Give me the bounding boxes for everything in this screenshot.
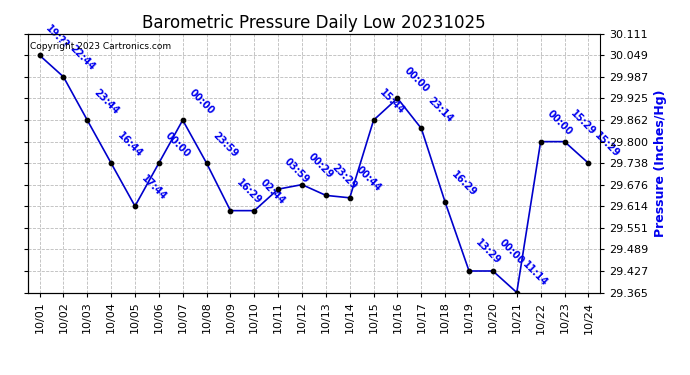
Point [225,208,236,214]
Text: Copyright 2023 Cartronics.com: Copyright 2023 Cartronics.com [30,42,172,51]
Point [487,268,498,274]
Point [273,186,284,192]
Point [130,203,141,209]
Point [106,160,117,166]
Point [249,208,260,214]
Text: 15:29: 15:29 [593,130,622,159]
Text: 00:00: 00:00 [545,108,574,138]
Y-axis label: Pressure (Inches/Hg): Pressure (Inches/Hg) [654,89,667,237]
Text: 23:44: 23:44 [91,87,121,116]
Point [559,139,570,145]
Point [344,195,355,201]
Text: 17:44: 17:44 [139,173,168,202]
Text: 00:44: 00:44 [354,165,383,194]
Text: 11:14: 11:14 [521,260,550,288]
Point [58,74,69,80]
Point [416,126,427,132]
Text: 16:29: 16:29 [449,169,478,198]
Text: 15:44: 15:44 [377,87,407,116]
Point [464,268,475,274]
Text: 15:29: 15:29 [569,108,598,138]
Text: 02:44: 02:44 [259,177,288,207]
Title: Barometric Pressure Daily Low 20231025: Barometric Pressure Daily Low 20231025 [142,14,486,32]
Point [440,200,451,206]
Text: 23:59: 23:59 [210,130,239,159]
Point [583,160,594,166]
Text: 16:44: 16:44 [115,130,144,159]
Text: 00:00: 00:00 [497,238,526,267]
Text: 00:00: 00:00 [402,65,431,94]
Point [392,95,403,101]
Point [297,182,308,188]
Point [177,117,188,123]
Text: 03:59: 03:59 [282,156,311,185]
Text: 13:29: 13:29 [473,238,502,267]
Text: 00:00: 00:00 [163,130,192,159]
Point [368,117,379,123]
Point [535,139,546,145]
Text: 23:14: 23:14 [426,95,455,124]
Text: 23:29: 23:29 [330,162,359,191]
Text: 22:44: 22:44 [68,44,97,73]
Point [320,192,331,198]
Point [201,160,212,166]
Text: 00:00: 00:00 [187,87,216,116]
Point [81,117,92,123]
Text: 19:??: 19:?? [43,24,71,51]
Point [153,160,164,166]
Text: 00:29: 00:29 [306,152,335,180]
Point [511,290,522,296]
Text: 16:29: 16:29 [235,177,264,207]
Point [34,52,45,58]
